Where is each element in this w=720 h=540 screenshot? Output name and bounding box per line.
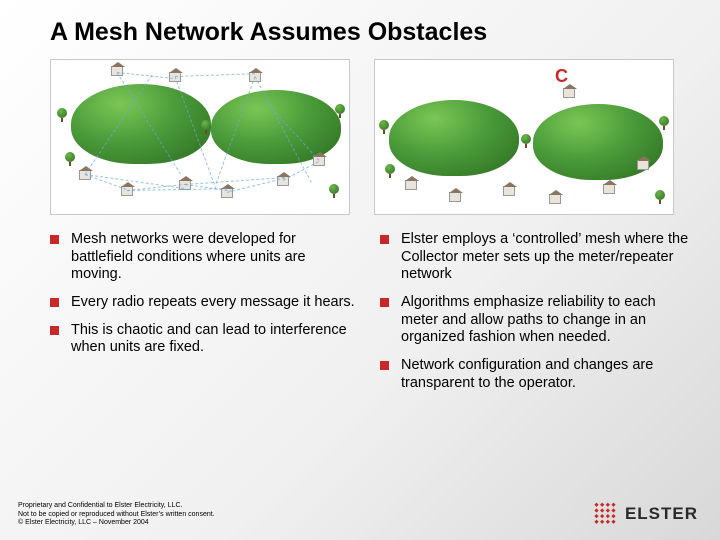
page-title: A Mesh Network Assumes Obstacles — [50, 18, 690, 47]
right-bullet-list: Elster employs a ‘controlled’ mesh where… — [380, 231, 690, 393]
slide: A Mesh Network Assumes Obstacles — [0, 0, 720, 540]
bullet-icon — [380, 361, 389, 370]
content-columns: Mesh networks were developed for battlef… — [50, 231, 690, 403]
list-item: Mesh networks were developed for battlef… — [50, 231, 360, 284]
footer-line: © Elster Electricity, LLC – November 200… — [18, 519, 215, 528]
footer-line: Not to be copied or reproduced without E… — [18, 511, 215, 520]
bullet-text: Algorithms emphasize reliability to each… — [401, 294, 690, 347]
bullet-text: Every radio repeats every message it hea… — [71, 294, 360, 312]
list-item: Every radio repeats every message it hea… — [50, 294, 360, 312]
bullet-icon — [380, 298, 389, 307]
footer-line: Proprietary and Confidential to Elster E… — [18, 502, 215, 511]
diagram-row: C — [50, 59, 690, 215]
diagram-mesh-chaotic — [50, 59, 350, 215]
logo-text: ELSTER — [625, 504, 698, 524]
bullet-icon — [50, 298, 59, 307]
brand-logo: ELSTER — [591, 500, 698, 528]
right-column: Elster employs a ‘controlled’ mesh where… — [380, 231, 690, 403]
list-item: Elster employs a ‘controlled’ mesh where… — [380, 231, 690, 284]
left-bullet-list: Mesh networks were developed for battlef… — [50, 231, 360, 357]
bullet-text: Network configuration and changes are tr… — [401, 357, 690, 392]
footer: Proprietary and Confidential to Elster E… — [18, 502, 215, 528]
bullet-icon — [50, 326, 59, 335]
bullet-icon — [50, 235, 59, 244]
bullet-text: This is chaotic and can lead to interfer… — [71, 322, 360, 357]
left-column: Mesh networks were developed for battlef… — [50, 231, 360, 403]
list-item: Algorithms emphasize reliability to each… — [380, 294, 690, 347]
bullet-icon — [380, 235, 389, 244]
list-item: This is chaotic and can lead to interfer… — [50, 322, 360, 357]
bullet-text: Elster employs a ‘controlled’ mesh where… — [401, 231, 690, 284]
logo-mark-icon — [585, 494, 625, 534]
list-item: Network configuration and changes are tr… — [380, 357, 690, 392]
diagram-mesh-controlled: C — [374, 59, 674, 215]
bullet-text: Mesh networks were developed for battlef… — [71, 231, 360, 284]
